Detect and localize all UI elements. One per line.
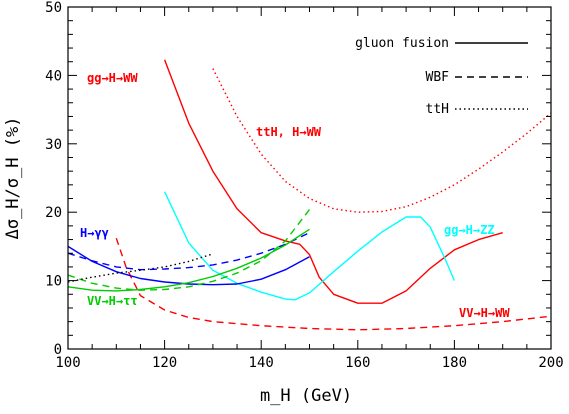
y-tick-label: 50 <box>45 0 62 16</box>
series-line-4 <box>67 245 310 286</box>
ticks-layer <box>67 6 552 350</box>
y-tick-label: 20 <box>45 205 62 221</box>
annotations: gg→H→WW ttH, H→WW H→γγ VV→H→ττ gg→H→ZZ V… <box>80 71 510 320</box>
series-layer <box>67 59 552 331</box>
legend-label-wbf: WBF <box>426 70 450 85</box>
y-axis-label: Δσ_H/σ_H (%) <box>3 117 23 240</box>
series-line-6 <box>67 209 311 291</box>
x-tick-label: 140 <box>249 355 274 371</box>
series-line-8 <box>67 253 214 283</box>
series-line-1 <box>212 68 552 213</box>
legend: gluon fusion WBF ttH <box>355 36 528 117</box>
y-tick-label: 0 <box>54 342 62 358</box>
x-tick-label: 100 <box>55 355 80 371</box>
x-axis-label: m_H (GeV) <box>260 386 352 406</box>
labels-layer: 100 120 140 160 180 200 0 10 20 30 40 50 <box>45 0 564 371</box>
annotation-gg-h-zz: gg→H→ZZ <box>444 223 495 237</box>
legend-label-gluon-fusion: gluon fusion <box>355 36 449 51</box>
annotation-vv-h-ww: VV→H→WW <box>459 306 510 320</box>
series-line-5 <box>67 232 310 271</box>
x-tick-label: 120 <box>152 355 177 371</box>
x-tick-label: 180 <box>442 355 467 371</box>
annotation-h-gamma-gamma: H→γγ <box>80 226 109 240</box>
x-tick-label: 200 <box>538 355 563 371</box>
annotation-tth-h-ww: ttH, H→WW <box>256 125 322 139</box>
plot-frame <box>67 6 552 350</box>
y-tick-label: 10 <box>45 274 62 290</box>
series-line-7 <box>67 228 310 292</box>
legend-label-tth: ttH <box>426 102 449 117</box>
series-line-0 <box>163 59 503 304</box>
annotation-vv-h-tautau: VV→H→ττ <box>87 294 138 308</box>
series-line-3 <box>163 191 456 301</box>
y-tick-label: 40 <box>45 68 62 84</box>
x-tick-label: 160 <box>345 355 370 371</box>
annotation-gg-h-ww: gg→H→WW <box>87 71 138 85</box>
y-tick-label: 30 <box>45 137 62 153</box>
series-line-2 <box>115 237 552 331</box>
